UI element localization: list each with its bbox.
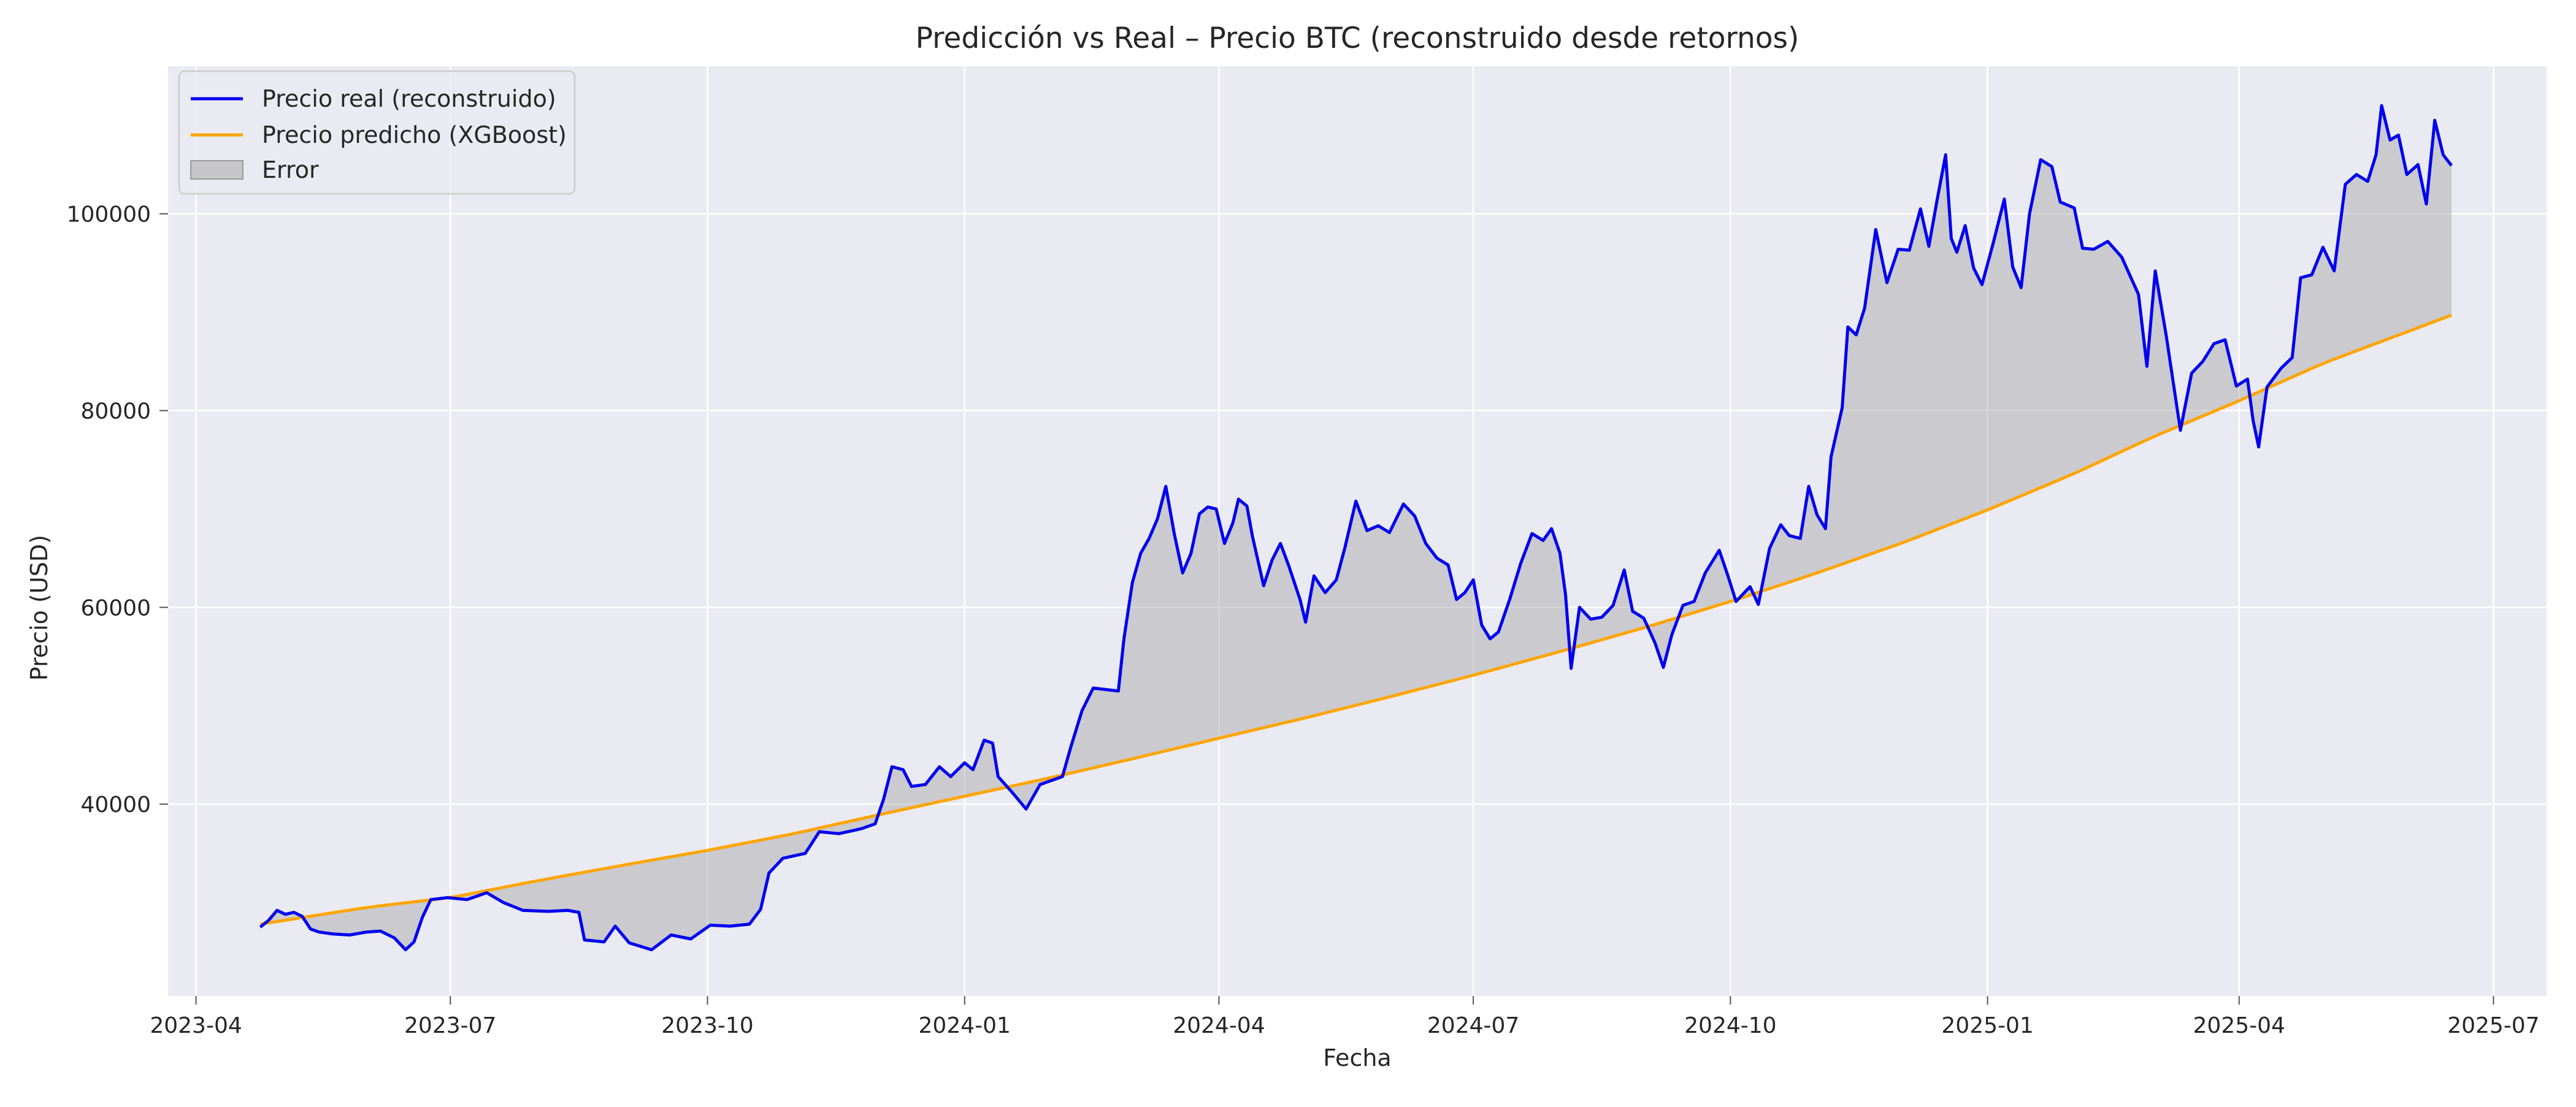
y-axis-label: Precio (USD) (26, 535, 53, 681)
legend-frame (178, 70, 576, 195)
x-tick-label: 2023-10 (661, 1013, 753, 1038)
x-axis-ticks: 2023-04 2023-07 2023-10 2024-01 2024-04 2024-… (150, 996, 2540, 1038)
y-tick-label: 40000 (80, 792, 151, 818)
x-axis-label: Fecha (1323, 1044, 1391, 1071)
x-tick-label: 2024-07 (1427, 1013, 1519, 1038)
x-tick-label: 2025-04 (2193, 1013, 2285, 1038)
real-price-line (259, 104, 2453, 952)
x-tick-label: 2023-07 (404, 1013, 496, 1038)
series-lines (259, 104, 2453, 952)
chart-title: Predicción vs Real – Precio BTC (reconst… (916, 21, 1800, 55)
legend-label-error: Error (262, 156, 319, 183)
x-tick-label: 2024-04 (1173, 1013, 1265, 1038)
grid-lines (168, 66, 2547, 996)
x-tick-label: 2024-10 (1684, 1013, 1776, 1038)
y-tick-label: 100000 (67, 202, 151, 228)
x-tick-label: 2025-07 (2447, 1013, 2539, 1038)
y-tick-label: 80000 (80, 399, 151, 424)
predicted-price-line (260, 313, 2452, 926)
x-tick-label: 2023-04 (150, 1013, 242, 1038)
y-axis-ticks: 40000 60000 80000 100000 (67, 202, 168, 818)
legend: Precio real (reconstruido) Precio predic… (178, 70, 576, 195)
plot-area (168, 66, 2547, 996)
legend-label-predicted: Precio predicho (XGBoost) (262, 121, 567, 148)
legend-label-real: Precio real (reconstruido) (262, 85, 556, 112)
x-tick-label: 2025-01 (1941, 1013, 2033, 1038)
legend-swatch-error (190, 160, 243, 180)
x-tick-label: 2024-01 (919, 1013, 1011, 1038)
error-fill (260, 105, 2452, 950)
y-tick-label: 60000 (80, 596, 151, 621)
error-area (260, 105, 2452, 950)
